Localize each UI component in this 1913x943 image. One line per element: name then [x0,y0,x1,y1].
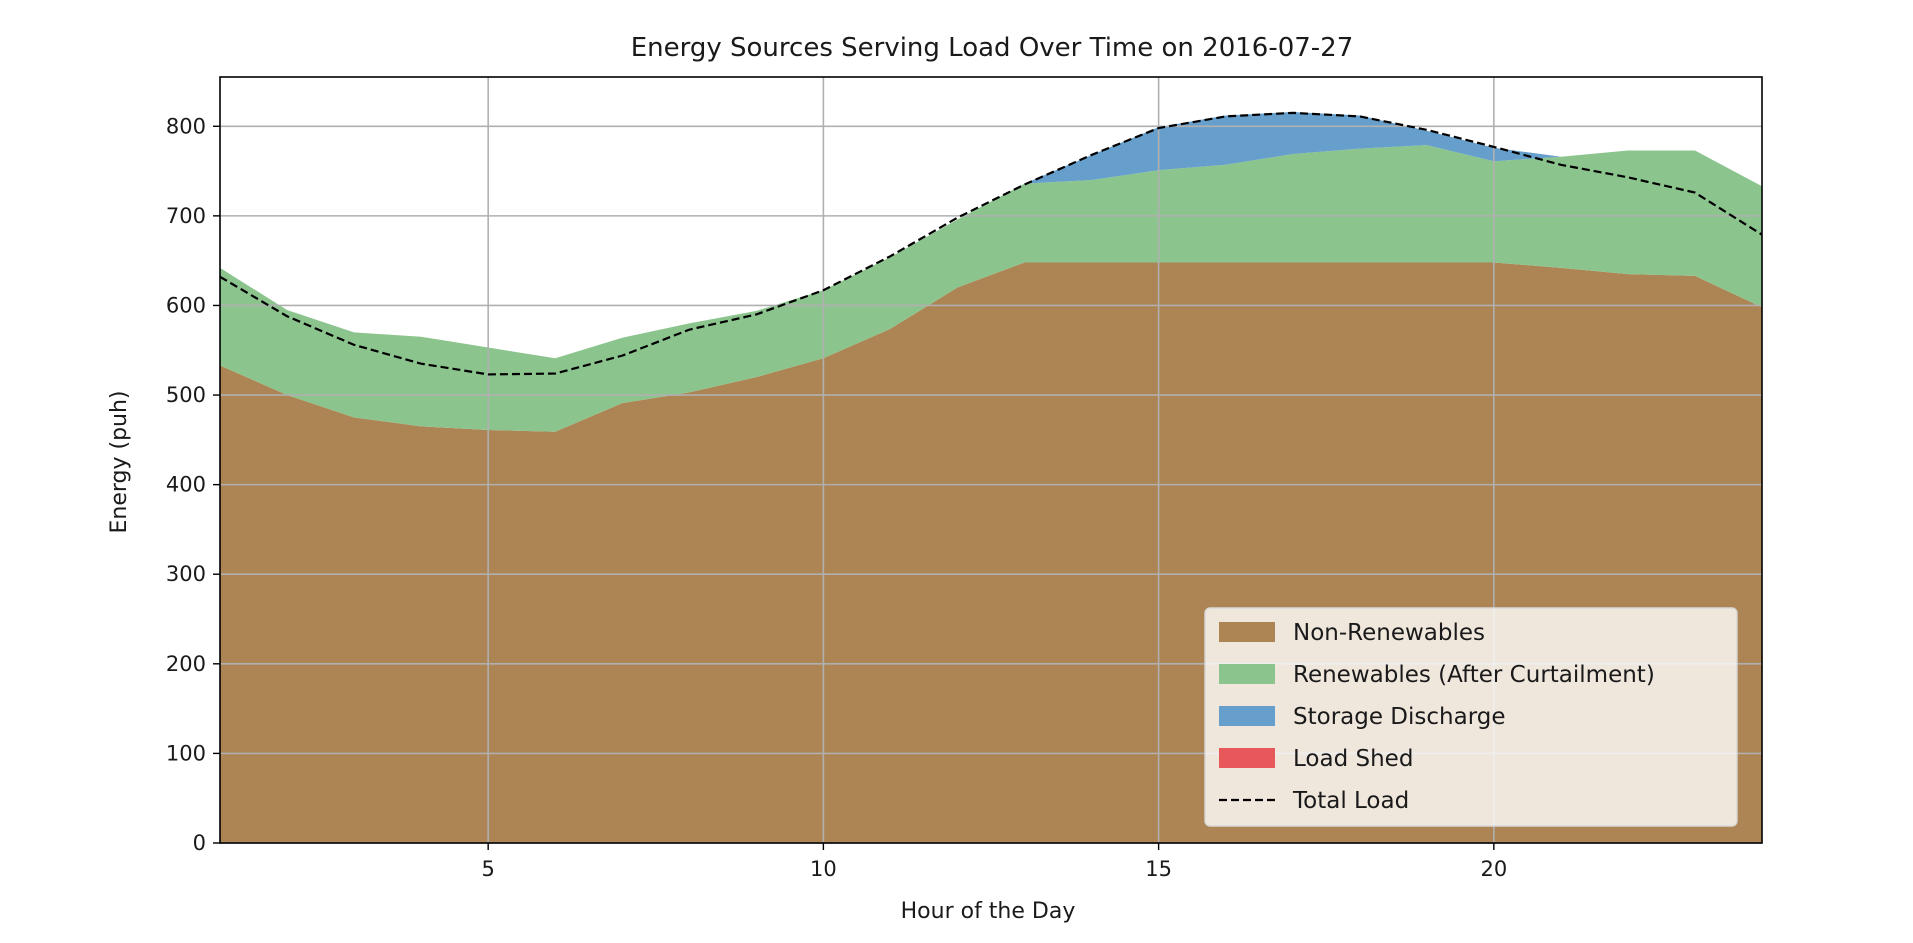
legend-swatch-storage-discharge [1219,706,1275,726]
chart-title: Energy Sources Serving Load Over Time on… [631,33,1354,63]
legend-box [1204,607,1738,827]
y-tick-label: 100 [166,741,206,765]
y-axis-label: Energy (puh) [107,390,132,533]
x-tick-label: 5 [481,857,494,881]
grid [220,77,1762,844]
y-tick-label: 700 [166,204,206,228]
area-renewables-after-curtailment [220,145,1762,432]
legend-swatch-load-shed [1219,748,1275,768]
legend-label-total-load: Total Load [1292,788,1409,814]
axes-frame [219,76,1763,844]
total-load-line [220,111,1762,376]
y-tick-label: 500 [166,383,206,407]
y-tick-label: 400 [166,473,206,497]
y-tick-label: 800 [166,114,206,138]
legend-label-storage-discharge: Storage Discharge [1293,704,1506,730]
legend-label-renewables-after-curtailment: Renewables (After Curtailment) [1293,662,1655,688]
legend-label-load-shed: Load Shed [1293,746,1413,772]
y-tick-label: 200 [166,652,206,676]
legend-label-non-renewables: Non-Renewables [1293,620,1485,646]
x-tick-label: 20 [1480,857,1507,881]
x-tick-label: 10 [810,857,837,881]
x-tick-label: 15 [1145,857,1172,881]
y-tick-label: 600 [166,293,206,317]
x-axis-label: Hour of the Day [901,899,1076,924]
y-tick-label: 0 [193,831,206,855]
legend: Non-Renewables Renewables (After Curtailm… [1204,607,1738,827]
legend-swatch-non-renewables [1219,622,1275,642]
legend-swatch-renewables-after-curtailment [1219,664,1275,684]
y-tick-label: 300 [166,562,206,586]
